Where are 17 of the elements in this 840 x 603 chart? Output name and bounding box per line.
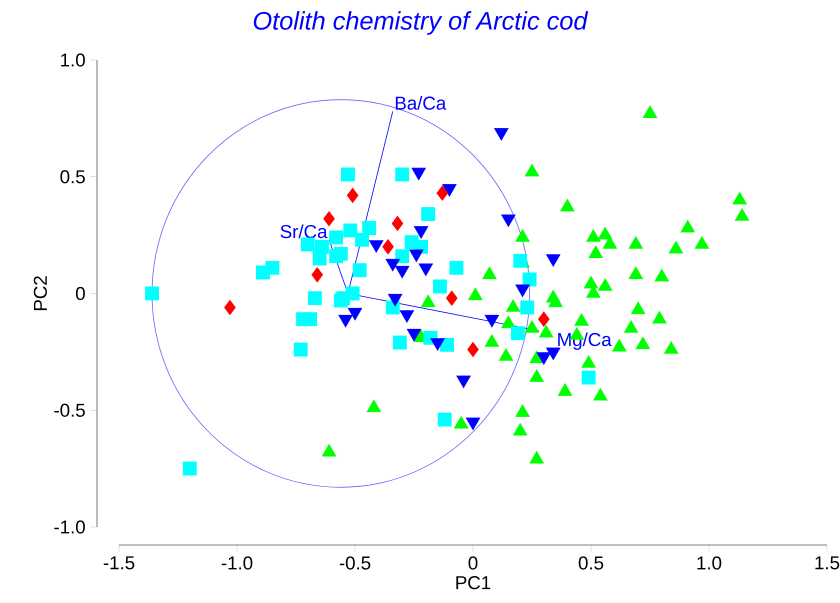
y-tick-label: -1.0 (54, 520, 85, 534)
x-tick-label: 1.0 (697, 556, 722, 570)
y-tick-label: -0.5 (54, 404, 85, 417)
x-tick-label: 0.5 (578, 556, 604, 570)
y-tick-label: 1.0 (61, 53, 85, 67)
x-tick-label: -1.5 (104, 556, 134, 570)
y-axis-title: PC2 (34, 276, 47, 310)
chart-title: Otolith chemistry of Arctic cod (254, 11, 588, 35)
series-label: Sr/Ca (280, 224, 328, 238)
x-tick-label: 0 (468, 556, 478, 570)
x-axis-title: PC1 (456, 576, 490, 590)
x-tick-label: -1.0 (222, 556, 252, 570)
y-tick-label: 0.5 (60, 170, 85, 184)
x-tick-label: -0.5 (340, 556, 370, 570)
y-tick-label: 0 (76, 286, 85, 300)
series-label: Ba/Ca (396, 96, 446, 110)
x-tick-label: 1.5 (815, 556, 840, 570)
